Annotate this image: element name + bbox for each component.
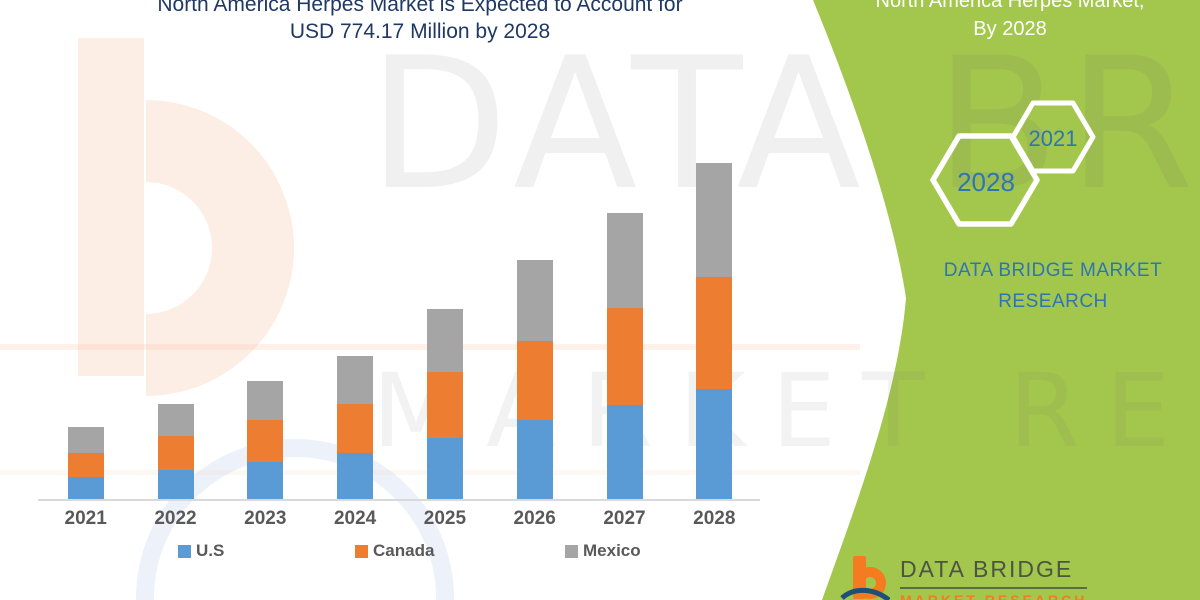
bar-segment-us-2026 xyxy=(516,420,553,500)
bar-segment-canada-2026 xyxy=(516,340,553,421)
x-axis-label-2025: 2025 xyxy=(423,508,467,529)
bar-segment-mexico-2023 xyxy=(247,381,284,420)
x-axis-line xyxy=(38,499,760,501)
bar-segment-canada-2027 xyxy=(606,308,643,406)
legend-swatch-us xyxy=(178,545,191,558)
side-panel-heading: North America Herpes Market, By 2028 xyxy=(828,0,1192,43)
legend-label-mexico: Mexico xyxy=(583,541,641,560)
bar-segment-mexico-2024 xyxy=(337,355,374,405)
bar-segment-mexico-2028 xyxy=(696,163,733,277)
side-panel-heading-line2: By 2028 xyxy=(973,18,1047,40)
org-name-line2: RESEARCH xyxy=(998,291,1108,312)
bar-segment-canada-2025 xyxy=(426,371,463,438)
bar-segment-us-2021 xyxy=(67,476,104,500)
stacked-bar-chart: 2021 2022 2023 2024 2025 2026 2027 2028 xyxy=(40,135,765,529)
x-axis-label-2024: 2024 xyxy=(333,508,377,529)
x-axis-label-2022: 2022 xyxy=(154,508,197,529)
bar-segment-canada-2022 xyxy=(157,436,194,470)
logo-sub-text: MARKET RESEARCH xyxy=(900,592,1088,600)
legend-label-us: U.S xyxy=(196,541,225,560)
x-axis-label-2021: 2021 xyxy=(64,508,107,529)
x-axis-label-2026: 2026 xyxy=(513,508,556,529)
hexagon-2021-label: 2021 xyxy=(1028,126,1078,151)
legend-swatch-mexico xyxy=(565,545,578,558)
datab-b-watermark-icon xyxy=(78,38,294,396)
bar-segment-us-2022 xyxy=(157,469,194,500)
x-axis-label-2028: 2028 xyxy=(693,508,736,529)
side-panel-heading-line1: North America Herpes Market, xyxy=(875,0,1145,12)
bar-segment-canada-2028 xyxy=(696,276,733,390)
legend-swatch-canada xyxy=(355,545,368,558)
bar-segment-canada-2024 xyxy=(337,404,374,453)
bar-segment-us-2024 xyxy=(337,452,374,500)
data-bridge-logo: DATA BRIDGE MARKET RESEARCH xyxy=(840,554,1088,600)
ring-watermark-icon xyxy=(136,439,454,600)
bar-segment-mexico-2022 xyxy=(157,404,194,437)
bar-segment-canada-2023 xyxy=(247,419,284,462)
bar-segment-mexico-2025 xyxy=(426,309,463,372)
org-name: DATA BRIDGE MARKET RESEARCH xyxy=(925,255,1181,317)
bar-segment-canada-2021 xyxy=(67,453,104,477)
bar-segment-mexico-2021 xyxy=(67,427,104,454)
page-title-line1: North America Herpes Market is Expected … xyxy=(157,0,683,16)
bar-segment-us-2027 xyxy=(606,405,643,500)
logo-b-icon xyxy=(840,556,890,600)
logo-brand-text: DATA BRIDGE xyxy=(900,554,1088,589)
page-title-line2: USD 774.17 Million by 2028 xyxy=(289,20,551,43)
bar-segment-us-2025 xyxy=(426,437,463,500)
bar-segment-us-2023 xyxy=(247,461,284,500)
legend-label-canada: Canada xyxy=(373,541,435,560)
bar-segment-us-2028 xyxy=(696,389,733,500)
org-name-line1: DATA BRIDGE MARKET xyxy=(943,260,1163,281)
x-axis-label-2027: 2027 xyxy=(603,508,646,529)
bar-segment-mexico-2026 xyxy=(516,259,553,341)
hexagon-2028-label: 2028 xyxy=(957,167,1015,197)
x-axis-label-2023: 2023 xyxy=(244,508,287,529)
bar-segment-mexico-2027 xyxy=(606,212,643,309)
page-title: North America Herpes Market is Expected … xyxy=(75,0,765,45)
